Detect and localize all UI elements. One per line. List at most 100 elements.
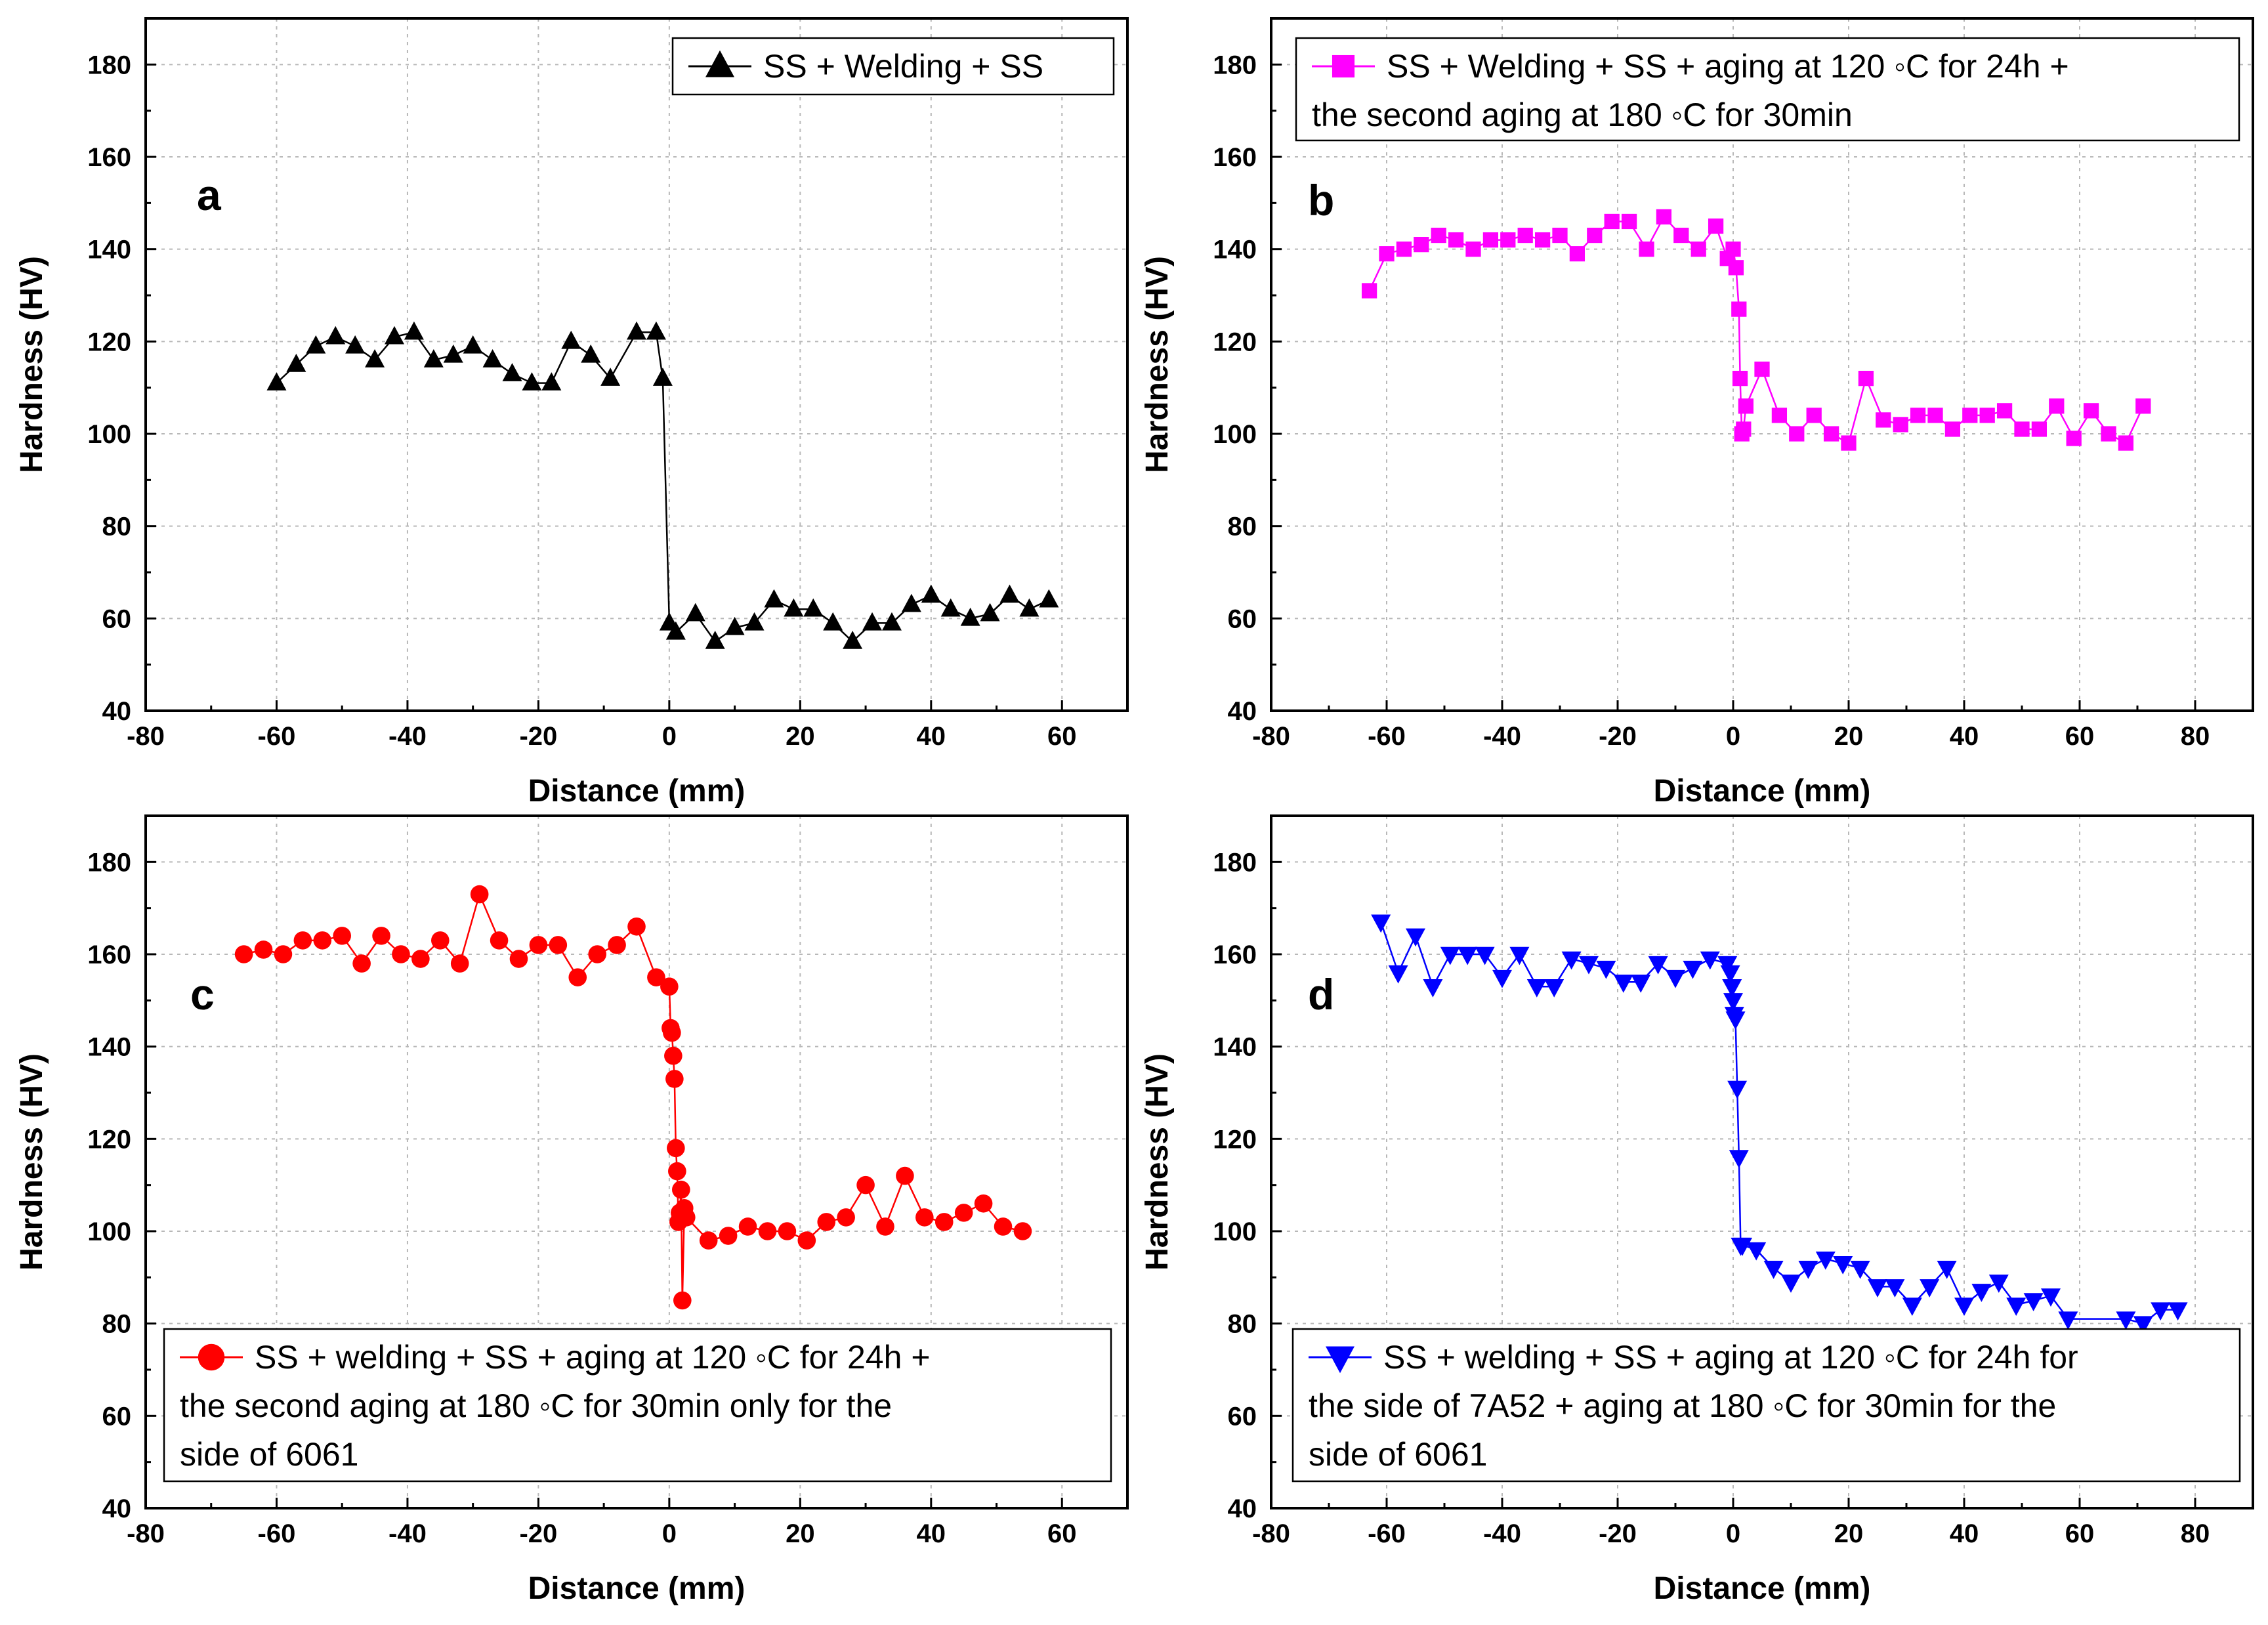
data-point — [1815, 1251, 1836, 1270]
x-tick-label: 40 — [1950, 1519, 1979, 1548]
data-point — [667, 1139, 685, 1158]
x-tick-label: 0 — [662, 722, 677, 751]
x-tick-label: -80 — [1252, 722, 1290, 751]
legend-box — [163, 1328, 1112, 1483]
panel-c: -80 -60 -40 -20 0 20 40 60 40 60 80 100 120 140 160 180… — [14, 814, 1129, 1606]
x-tick-label: -80 — [127, 722, 165, 751]
data-point — [1656, 209, 1672, 225]
data-point — [1910, 408, 1926, 423]
x-tick-label: -20 — [1599, 1519, 1637, 1548]
data-point — [1876, 412, 1891, 428]
y-axis-title: Hardness (HV) — [1140, 256, 1175, 473]
data-point — [1728, 260, 1744, 276]
data-point — [541, 372, 562, 390]
x-tick-label: 0 — [1726, 1519, 1740, 1548]
data-point — [1552, 227, 1568, 243]
data-point — [2135, 398, 2151, 414]
plot-frame — [144, 17, 1129, 712]
x-tick-label: -40 — [388, 1519, 427, 1548]
legend-symbol-marker — [705, 50, 734, 77]
data-point — [1440, 946, 1460, 965]
data-point — [1954, 1298, 1974, 1317]
data-point — [600, 368, 621, 386]
data-point — [1039, 589, 1059, 608]
data-point — [823, 612, 843, 631]
data-point — [668, 1162, 686, 1181]
x-tick-label: 80 — [2181, 1519, 2210, 1548]
data-point — [404, 321, 424, 340]
data-point — [646, 321, 666, 340]
legend-label: the second aging at 180 ◦C for 30min — [1312, 96, 1853, 133]
data-point — [2133, 1316, 2153, 1335]
data-point — [1806, 408, 1822, 423]
data-point — [470, 885, 489, 904]
data-point — [1885, 1279, 1905, 1298]
data-point — [608, 936, 626, 954]
legend-box — [1292, 1328, 2241, 1483]
y-axis-title: Hardness (HV) — [1140, 1053, 1175, 1271]
data-point — [1937, 1261, 1957, 1279]
data-point — [744, 612, 765, 631]
data-point — [1361, 283, 1377, 299]
y-tick-label: 160 — [1213, 940, 1257, 969]
y-tick-label: 160 — [87, 143, 131, 172]
legend-label: the second aging at 180 ◦C for 30min onl… — [180, 1387, 892, 1424]
data-point — [1683, 960, 1703, 979]
data-point — [1920, 1279, 1940, 1298]
data-point — [896, 1166, 914, 1185]
data-point — [1962, 408, 1978, 423]
panel-b: -80 -60 -40 -20 0 20 40 60 80 40 60 80 100 120 140 160 1… — [1140, 17, 2254, 809]
x-tick-label: 20 — [1834, 1519, 1864, 1548]
data-point — [1893, 417, 1908, 433]
x-axis-title: Distance (mm) — [1654, 1571, 1871, 1606]
data-point — [1732, 370, 1748, 387]
x-tick-label: -80 — [127, 1519, 165, 1548]
x-axis-title: Distance (mm) — [528, 1571, 746, 1606]
data-point — [974, 1194, 993, 1213]
data-point — [1561, 951, 1582, 970]
data-point — [326, 326, 346, 345]
legend-label: SS + Welding + SS + aging at 120 ◦C for … — [1387, 48, 2069, 85]
data-point — [817, 1213, 836, 1231]
x-tick-label: 60 — [2065, 722, 2095, 751]
data-point — [999, 584, 1020, 603]
panel-a: -80 -60 -40 -20 0 20 40 60 40 60 80 100 120 140 160 180… — [14, 17, 1129, 809]
data-point — [1833, 1256, 1853, 1275]
data-point — [1700, 951, 1720, 970]
data-point — [2168, 1302, 2188, 1321]
data-point — [1798, 1261, 1818, 1279]
panel-letter: c — [190, 970, 215, 1019]
data-point — [803, 598, 824, 617]
data-point — [372, 927, 390, 945]
y-tick-label: 80 — [102, 1310, 132, 1339]
x-tick-label: -20 — [519, 1519, 557, 1548]
data-point — [665, 621, 686, 640]
data-point — [1988, 1275, 2009, 1293]
x-tick-label: -60 — [258, 1519, 296, 1548]
data-point — [306, 335, 326, 354]
data-point — [664, 1046, 682, 1065]
data-point — [1736, 421, 1752, 437]
data-point — [1771, 408, 1788, 423]
data-point — [1754, 361, 1770, 377]
x-tick-label: 20 — [786, 722, 815, 751]
legend-label: SS + Welding + SS — [763, 48, 1043, 85]
data-point — [266, 372, 287, 390]
panel-letter: d — [1308, 970, 1334, 1019]
data-point — [954, 1204, 973, 1222]
data-point — [1482, 232, 1499, 248]
y-tick-label: 80 — [1228, 513, 1257, 541]
y-tick-label: 120 — [1213, 327, 1257, 356]
data-point — [1823, 426, 1839, 442]
data-point — [1431, 227, 1446, 243]
data-point — [1500, 232, 1516, 248]
data-point — [881, 612, 902, 631]
panel-d: -80 -60 -40 -20 0 20 40 60 80 40 60 80 100 120 140 160 1… — [1140, 814, 2254, 1606]
data-point — [450, 954, 469, 973]
data-point — [1019, 598, 1040, 617]
data-point — [1690, 242, 1706, 257]
data-point — [581, 344, 601, 363]
data-point — [921, 584, 941, 603]
data-point — [502, 363, 522, 381]
